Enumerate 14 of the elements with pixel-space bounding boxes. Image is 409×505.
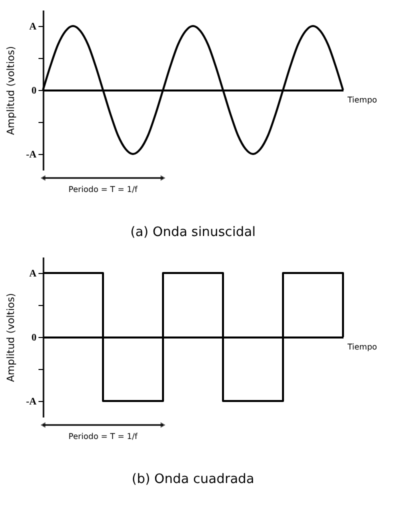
- text: Periodo = T = 1/f: [68, 432, 138, 441]
- text: A: [29, 268, 38, 280]
- x-axis-title: Tiempo: [346, 96, 378, 104]
- text: Periodo = T = 1/f: [68, 185, 138, 194]
- y-axis-title: Amplitud (voltios): [6, 46, 17, 135]
- text: -A: [26, 396, 38, 408]
- text: -A: [26, 150, 38, 160]
- y-axis-title: Amplitud (voltios): [6, 292, 17, 382]
- x-axis-title: Tiempo: [346, 342, 378, 352]
- text: (a) Onda sinuscidal: [130, 225, 256, 240]
- text: A: [29, 22, 38, 32]
- text: 0: [32, 332, 36, 344]
- text: (b) Onda cuadrada: [132, 472, 254, 487]
- text: 0: [32, 86, 36, 96]
